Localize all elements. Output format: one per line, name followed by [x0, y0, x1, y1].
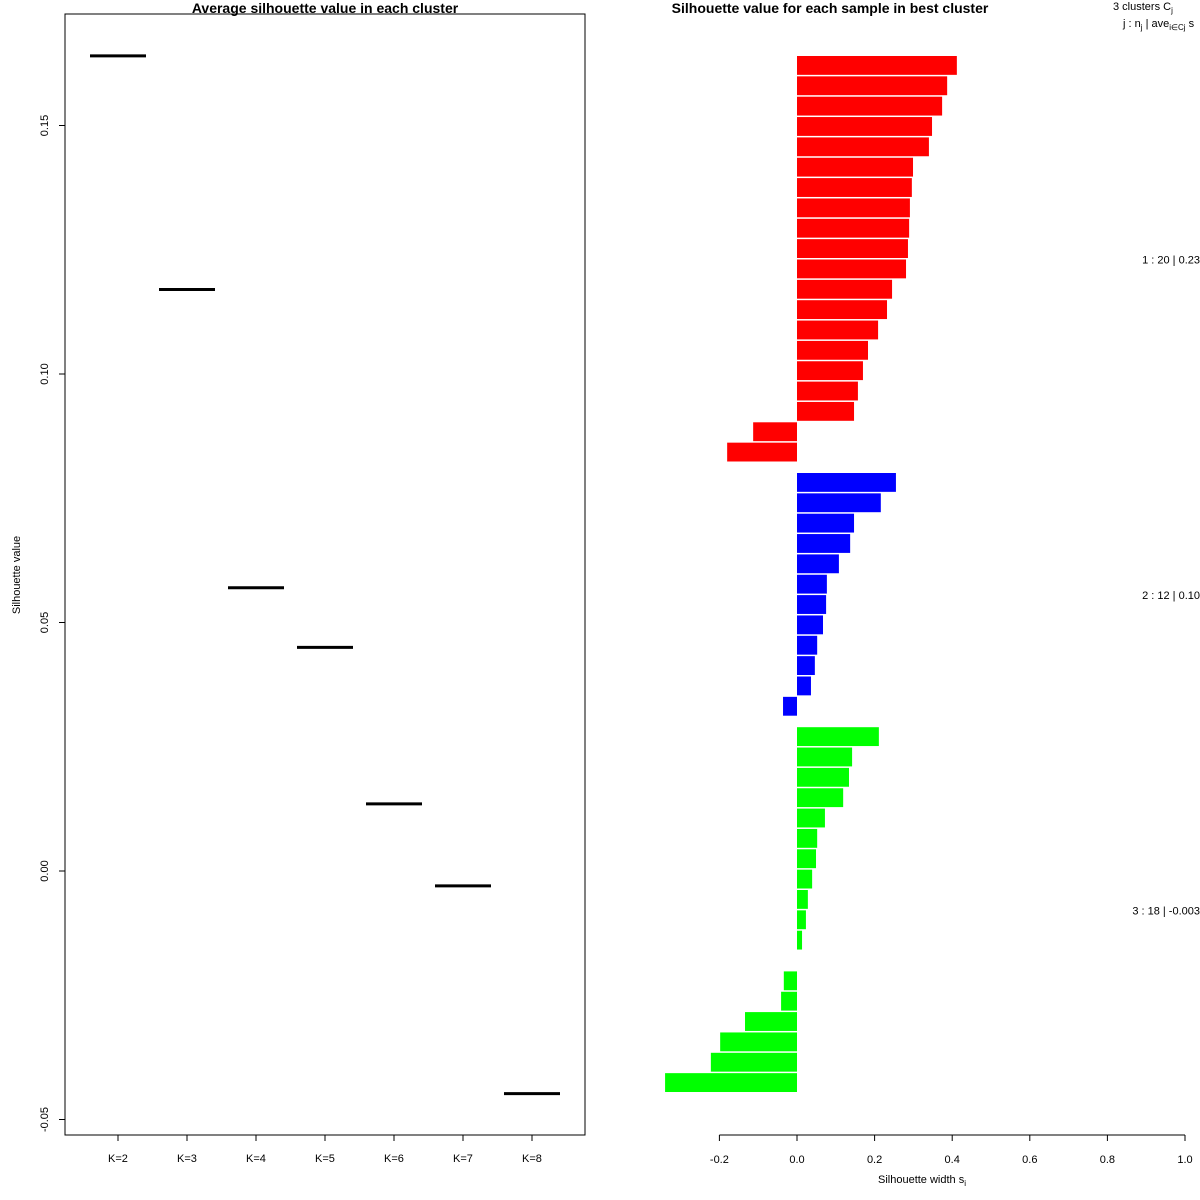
left-chart-title: Average silhouette value in each cluster: [192, 0, 459, 16]
silhouette-bar-cluster-2: [797, 554, 839, 574]
x-tick-label: K=2: [108, 1153, 128, 1165]
silhouette-bar-cluster-3: [797, 788, 844, 808]
y-tick-label: 0.15: [39, 115, 51, 136]
cluster-1-summary: 1 : 20 | 0.23: [1142, 255, 1200, 267]
y-tick-label: 0.10: [39, 363, 51, 384]
x-tick-label: K=4: [246, 1153, 266, 1165]
silhouette-bar-cluster-1: [797, 178, 912, 197]
silhouette-bar-cluster-1: [797, 157, 914, 177]
cluster-3-summary: 3 : 18 | -0.003: [1132, 905, 1200, 917]
silhouette-bar-cluster-1: [797, 117, 933, 136]
silhouette-bar-cluster-3: [710, 1052, 797, 1072]
silhouette-bar-cluster-3: [745, 1012, 797, 1031]
silhouette-bar-cluster-1: [797, 218, 910, 238]
silhouette-bar-cluster-3: [797, 808, 825, 828]
right-chart-title: Silhouette value for each sample in best…: [672, 0, 989, 16]
silhouette-bar-cluster-2: [783, 696, 797, 716]
x-tick-label: 0.4: [945, 1154, 960, 1166]
x-tick-label: K=6: [384, 1153, 404, 1165]
right-x-axis-label: Silhouette width si: [878, 1174, 966, 1188]
x-tick-label: -0.2: [710, 1154, 729, 1166]
silhouette-bar-cluster-3: [797, 869, 813, 889]
silhouette-bar-cluster-3: [783, 971, 797, 991]
silhouette-bar-cluster-1: [797, 96, 943, 116]
silhouette-bar-cluster-1: [797, 401, 855, 421]
x-tick-label: 0.6: [1022, 1154, 1037, 1166]
x-tick-label: K=5: [315, 1153, 335, 1165]
x-tick-label: K=7: [453, 1153, 473, 1165]
silhouette-bar-cluster-2: [797, 656, 815, 675]
silhouette-bar-cluster-1: [797, 137, 929, 157]
silhouette-bar-cluster-1: [797, 279, 893, 299]
silhouette-bar-cluster-1: [797, 259, 907, 279]
y-tick-label: 0.05: [39, 612, 51, 633]
legend-header-clusters: 3 clusters Cj: [1113, 1, 1173, 15]
silhouette-bar-cluster-1: [797, 300, 888, 320]
silhouette-bar-cluster-3: [720, 1032, 797, 1052]
silhouette-bar-cluster-3: [797, 849, 817, 869]
silhouette-bar-cluster-3: [797, 747, 853, 767]
silhouette-bar-cluster-2: [797, 635, 818, 655]
left-plot-frame: [64, 13, 586, 1136]
silhouette-bar-cluster-3: [797, 930, 803, 950]
silhouette-bar-cluster-2: [797, 615, 823, 635]
silhouette-bar-cluster-2: [797, 595, 827, 614]
silhouette-bar-cluster-2: [797, 676, 811, 696]
silhouette-bar-cluster-1: [727, 442, 797, 462]
x-tick-label: 0.2: [867, 1154, 882, 1166]
silhouette-bar-cluster-2: [797, 513, 855, 533]
silhouette-bar-cluster-2: [797, 473, 896, 492]
silhouette-bar-cluster-2: [797, 574, 827, 594]
silhouette-bar-cluster-1: [797, 239, 908, 258]
silhouette-bar-cluster-1: [797, 381, 858, 401]
cluster-2-summary: 2 : 12 | 0.10: [1142, 590, 1200, 602]
silhouette-bar-cluster-3: [797, 727, 879, 747]
silhouette-bar-cluster-2: [797, 493, 881, 513]
silhouette-bar-cluster-3: [797, 828, 818, 848]
left-y-axis-label: Silhouette value: [11, 536, 23, 614]
silhouette-bar-cluster-3: [665, 1073, 797, 1092]
silhouette-bar-cluster-3: [797, 910, 806, 930]
silhouette-bar-cluster-1: [797, 361, 863, 381]
x-tick-label: K=8: [522, 1153, 542, 1165]
silhouette-bar-cluster-1: [797, 56, 957, 75]
silhouette-bar-cluster-3: [797, 890, 808, 909]
x-tick-label: 1.0: [1177, 1154, 1192, 1166]
silhouette-bar-cluster-1: [797, 76, 948, 96]
silhouette-bar-cluster-3: [781, 991, 797, 1011]
silhouette-bar-cluster-1: [797, 198, 910, 218]
silhouette-bar-cluster-2: [797, 534, 851, 553]
legend-header-columns: j : nj | avei∈Cj s: [1122, 18, 1195, 32]
silhouette-bar-cluster-1: [797, 320, 879, 340]
x-tick-label: 0.0: [789, 1154, 804, 1166]
silhouette-bar-cluster-1: [753, 422, 797, 442]
x-tick-label: K=3: [177, 1153, 197, 1165]
y-tick-label: 0.00: [39, 860, 51, 881]
y-tick-label: -0.05: [39, 1107, 51, 1132]
silhouette-bar-cluster-3: [797, 767, 849, 787]
silhouette-bar-cluster-1: [797, 340, 869, 360]
x-tick-label: 0.8: [1100, 1154, 1115, 1166]
